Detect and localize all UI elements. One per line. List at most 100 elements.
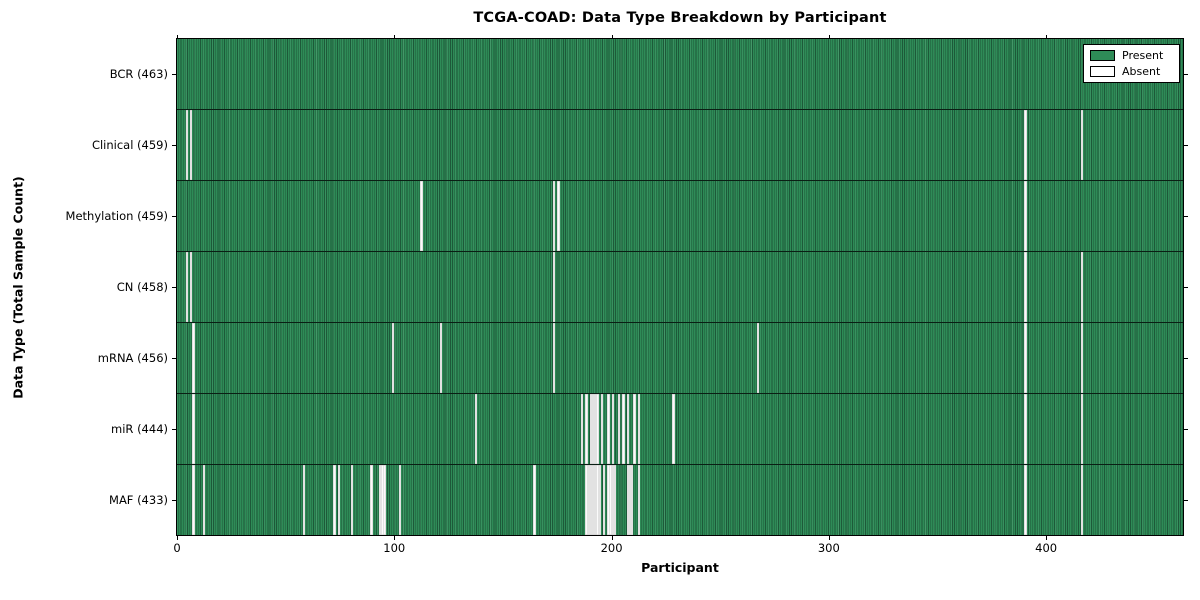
absent-bar — [589, 394, 593, 464]
x-tick-mark — [828, 536, 830, 540]
absent-bar — [557, 181, 560, 251]
absent-bar — [303, 465, 306, 535]
legend-label-present: Present — [1122, 49, 1164, 62]
chart-title: TCGA-COAD: Data Type Breakdown by Partic… — [473, 10, 887, 26]
absent-bar — [592, 465, 595, 535]
absent-bar — [552, 181, 556, 251]
absent-bar — [192, 394, 195, 464]
absent-bar — [607, 394, 610, 464]
absent-bar — [613, 465, 617, 535]
absent-bar — [589, 465, 593, 535]
absent-bar — [622, 394, 625, 464]
absent-bar — [1080, 394, 1084, 464]
absent-bar — [596, 394, 599, 464]
y-tick-mark — [172, 429, 176, 431]
chart-row-bcr — [177, 39, 1183, 110]
absent-bar — [381, 465, 384, 535]
y-tick-mark — [1184, 73, 1188, 75]
absent-bar — [185, 252, 188, 322]
y-tick-mark — [172, 287, 176, 288]
absent-bar — [602, 465, 606, 535]
absent-bar — [337, 465, 341, 535]
legend: Present Absent — [1083, 44, 1180, 83]
absent-bar — [611, 394, 614, 464]
x-tick-mark — [394, 536, 396, 540]
absent-bar — [439, 323, 443, 393]
absent-bar — [637, 394, 640, 464]
y-tick-mark — [172, 358, 176, 360]
absent-bar — [190, 110, 193, 180]
absent-bar — [1024, 181, 1027, 251]
y-tick-mark — [1184, 215, 1188, 217]
absent-bar — [1024, 465, 1027, 535]
absent-bar — [581, 394, 584, 464]
absent-bar — [1024, 252, 1027, 322]
present-swatch-icon — [1090, 50, 1115, 61]
absent-bar — [190, 252, 193, 322]
absent-bar — [1080, 110, 1084, 180]
absent-bar — [594, 465, 597, 535]
absent-bar — [618, 394, 621, 464]
x-tick-label-200: 200 — [600, 541, 623, 555]
absent-bar — [626, 465, 630, 535]
absent-bar — [594, 394, 597, 464]
y-tick-mark — [1184, 429, 1188, 431]
absent-bar — [633, 394, 636, 464]
x-tick-mark — [1046, 536, 1048, 540]
absent-bar — [592, 394, 595, 464]
absent-swatch-icon — [1090, 66, 1115, 77]
chart-row-mrna — [177, 323, 1183, 394]
absent-bar — [185, 110, 188, 180]
x-tick-mark-top — [177, 35, 178, 38]
absent-bar — [598, 465, 601, 535]
absent-bar — [420, 181, 423, 251]
y-tick-label-mir: miR (444) — [111, 422, 168, 437]
absent-bar — [392, 323, 395, 393]
absent-bar — [626, 394, 630, 464]
x-tick-label-100: 100 — [383, 541, 406, 555]
absent-bar — [757, 323, 760, 393]
absent-bar — [628, 465, 632, 535]
absent-bar — [398, 465, 401, 535]
plot-area — [176, 38, 1184, 536]
absent-bar — [609, 465, 612, 535]
absent-bar — [383, 465, 386, 535]
x-tick-mark-top — [611, 35, 613, 38]
absent-bar — [192, 323, 195, 393]
absent-bar — [585, 394, 588, 464]
y-tick-label-methylation: Methylation (459) — [65, 208, 168, 223]
x-tick-label-0: 0 — [173, 541, 181, 555]
absent-bar — [1024, 110, 1027, 180]
absent-bar — [585, 465, 588, 535]
x-tick-label-300: 300 — [817, 541, 840, 555]
absent-bar — [1080, 252, 1084, 322]
x-tick-mark — [611, 536, 613, 540]
absent-bar — [1080, 323, 1084, 393]
y-tick-mark — [172, 73, 176, 75]
absent-bar — [631, 465, 634, 535]
x-tick-label-400: 400 — [1035, 541, 1058, 555]
y-tick-label-mrna: mRNA (456) — [97, 351, 168, 366]
absent-bar — [533, 465, 536, 535]
chart-row-maf — [177, 465, 1183, 535]
absent-bar — [600, 394, 603, 464]
legend-label-absent: Absent — [1122, 65, 1161, 78]
y-tick-mark — [172, 215, 176, 217]
x-tick-mark-top — [1046, 35, 1048, 38]
y-tick-mark — [1184, 144, 1188, 146]
absent-bar — [379, 465, 382, 535]
absent-bar — [637, 465, 640, 535]
x-tick-mark-top — [394, 35, 396, 38]
absent-bar — [1024, 323, 1027, 393]
x-tick-mark-top — [828, 35, 830, 38]
y-tick-mark — [1184, 358, 1188, 360]
y-tick-mark — [172, 500, 176, 502]
absent-bar — [1080, 465, 1084, 535]
absent-bar — [552, 323, 556, 393]
y-tick-label-maf: MAF (433) — [109, 493, 168, 508]
y-tick-mark — [1184, 287, 1188, 288]
y-tick-label-cn: CN (458) — [116, 280, 168, 294]
absent-bar — [203, 465, 206, 535]
x-tick-mark — [177, 536, 178, 540]
